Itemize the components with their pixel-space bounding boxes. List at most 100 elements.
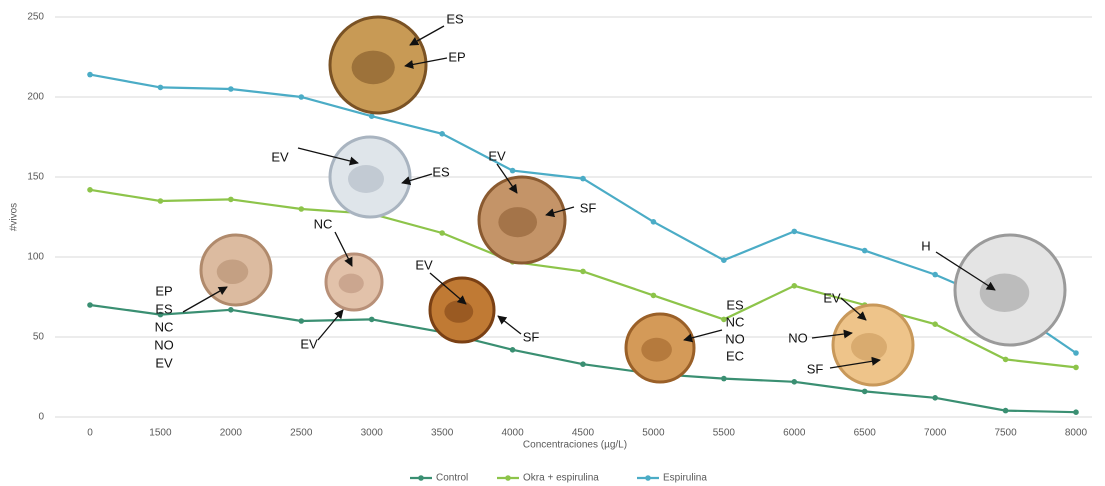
data-point: [1073, 350, 1079, 356]
x-tick-label: 6500: [854, 428, 877, 439]
data-point: [932, 321, 938, 328]
x-axis-label: Concentraciones (µg/L): [523, 440, 627, 451]
x-tick-label: 8000: [1065, 428, 1088, 439]
data-point: [721, 316, 727, 323]
embryo-body: [348, 165, 384, 193]
y-axis-label: #vivos: [9, 203, 20, 231]
annotation-label: SF: [523, 329, 540, 344]
annotation-arrow: [404, 57, 448, 69]
data-point: [791, 283, 798, 289]
annotation-arrow: [935, 251, 996, 291]
x-tick-label: 4000: [501, 428, 524, 439]
embryo-body: [641, 337, 672, 362]
x-tick-label: 3500: [431, 428, 454, 439]
data-point: [932, 395, 938, 401]
y-tick-label: 100: [27, 252, 44, 263]
annotation-label: NO: [788, 330, 808, 345]
data-point: [87, 71, 93, 78]
x-tick-label: 0: [87, 428, 93, 439]
data-point: [439, 230, 445, 236]
y-tick-label: 200: [27, 92, 44, 103]
annotation-label: EP: [448, 49, 465, 64]
annotation-label: EV: [823, 290, 841, 305]
data-point: [580, 175, 586, 182]
embryo-body: [498, 207, 538, 238]
data-point: [721, 375, 727, 382]
annotation-label: ES: [155, 301, 173, 316]
data-point: [1002, 356, 1009, 363]
annotation-label: EP: [155, 283, 172, 298]
embryo-body: [216, 259, 249, 284]
embryo-body: [979, 273, 1030, 312]
embryo-body: [444, 300, 474, 323]
x-tick-label: 5000: [642, 428, 665, 439]
data-point: [580, 268, 586, 275]
data-point: [1002, 407, 1009, 414]
x-tick-label: 7500: [994, 428, 1017, 439]
x-tick-label: 5500: [713, 428, 736, 439]
annotation-arrow: [496, 163, 518, 194]
data-point: [368, 113, 375, 119]
y-tick-label: 250: [27, 12, 44, 23]
data-point: [368, 316, 375, 323]
y-tick-label: 50: [33, 332, 45, 343]
annotation-label: NC: [155, 319, 174, 334]
data-point: [157, 311, 164, 318]
annotation-arrow: [297, 147, 359, 166]
data-point: [791, 379, 798, 385]
annotation-arrow: [811, 329, 853, 339]
data-point: [1073, 409, 1079, 416]
annotation-arrow: [429, 272, 467, 305]
legend-label: Okra + espirulina: [523, 473, 599, 484]
annotation-arrow: [683, 329, 723, 343]
x-tick-label: 6000: [783, 428, 806, 439]
data-point: [439, 131, 445, 137]
annotation-arrow: [545, 206, 575, 218]
annotation-label: NC: [314, 216, 333, 231]
embryo-body: [851, 333, 887, 361]
annotation-arrow: [401, 173, 433, 186]
annotation-label: NO: [154, 337, 174, 352]
legend-marker: [505, 475, 511, 481]
annotation-label: EV: [300, 336, 318, 351]
legend-marker: [418, 475, 424, 481]
data-point: [580, 361, 586, 368]
annotation-label: SF: [807, 361, 824, 376]
annotation-label: EV: [155, 355, 173, 370]
annotation-arrow: [334, 231, 353, 267]
data-point: [509, 167, 516, 174]
annotation-arrow: [317, 309, 344, 341]
y-tick-label: 0: [38, 412, 44, 423]
annotation-label: EV: [415, 257, 433, 272]
annotation-label: ES: [446, 11, 464, 26]
data-point: [228, 307, 234, 313]
annotation-label: ES: [726, 297, 744, 312]
annotation-label: H: [921, 238, 930, 253]
annotation-label: ES: [432, 164, 450, 179]
x-tick-label: 3000: [361, 428, 384, 439]
data-point: [228, 86, 234, 92]
data-point: [721, 257, 727, 264]
x-tick-label: 1500: [149, 428, 172, 439]
annotation-label: NO: [725, 331, 745, 346]
data-point: [298, 318, 305, 324]
data-point: [932, 271, 938, 278]
data-point: [87, 302, 93, 308]
data-point: [861, 388, 868, 395]
x-tick-label: 2500: [290, 428, 313, 439]
annotation-arrow: [497, 315, 522, 335]
data-point: [861, 247, 868, 254]
data-point: [298, 206, 305, 212]
x-tick-label: 4500: [572, 428, 595, 439]
data-point: [157, 198, 164, 204]
data-point: [650, 292, 657, 299]
legend-marker: [645, 475, 651, 481]
annotation-label: EV: [271, 149, 289, 164]
annotation-arrow: [840, 297, 867, 321]
legend-label: Espirulina: [663, 473, 707, 484]
x-tick-label: 2000: [220, 428, 243, 439]
annotation-label: SF: [580, 200, 597, 215]
embryo-body: [338, 273, 364, 294]
data-point: [509, 347, 516, 353]
